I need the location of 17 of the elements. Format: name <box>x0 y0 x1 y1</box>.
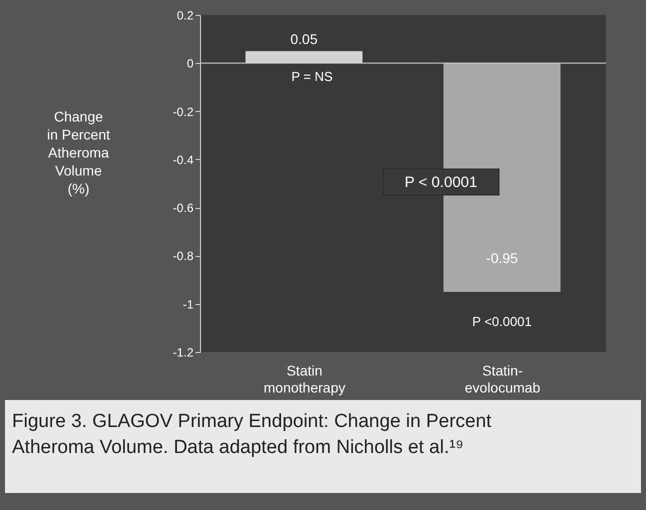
y-tick-label: 0 <box>186 56 194 71</box>
y-tick-label: -1.2 <box>172 346 194 360</box>
y-tick-label: -1 <box>182 297 194 312</box>
y-tick-label: -0.6 <box>172 201 194 216</box>
y-tick-label: -0.8 <box>172 249 194 264</box>
annotation: P <0.0001 <box>472 314 532 329</box>
y-tick-label: -0.4 <box>172 152 194 167</box>
data-label: -0.95 <box>486 250 518 266</box>
data-label: 0.05 <box>290 31 318 48</box>
x-tick-label: Statin monotherapy <box>264 362 346 396</box>
y-tick-label: -0.2 <box>172 104 194 119</box>
annotation: P = NS <box>291 69 333 84</box>
x-tick-label: Statin-evolocumab <box>464 362 540 396</box>
annotation: P < 0.0001 <box>404 174 478 191</box>
y-axis-title: Change in Percent Atheroma Volume (%) <box>46 108 110 196</box>
y-tick-label: 0.2 <box>176 8 194 22</box>
caption: Figure 3. GLAGOV Primary Endpoint: Change in Percent Atheroma Volume. Data adapted from Nicholls et al.¹⁹ <box>12 411 492 458</box>
